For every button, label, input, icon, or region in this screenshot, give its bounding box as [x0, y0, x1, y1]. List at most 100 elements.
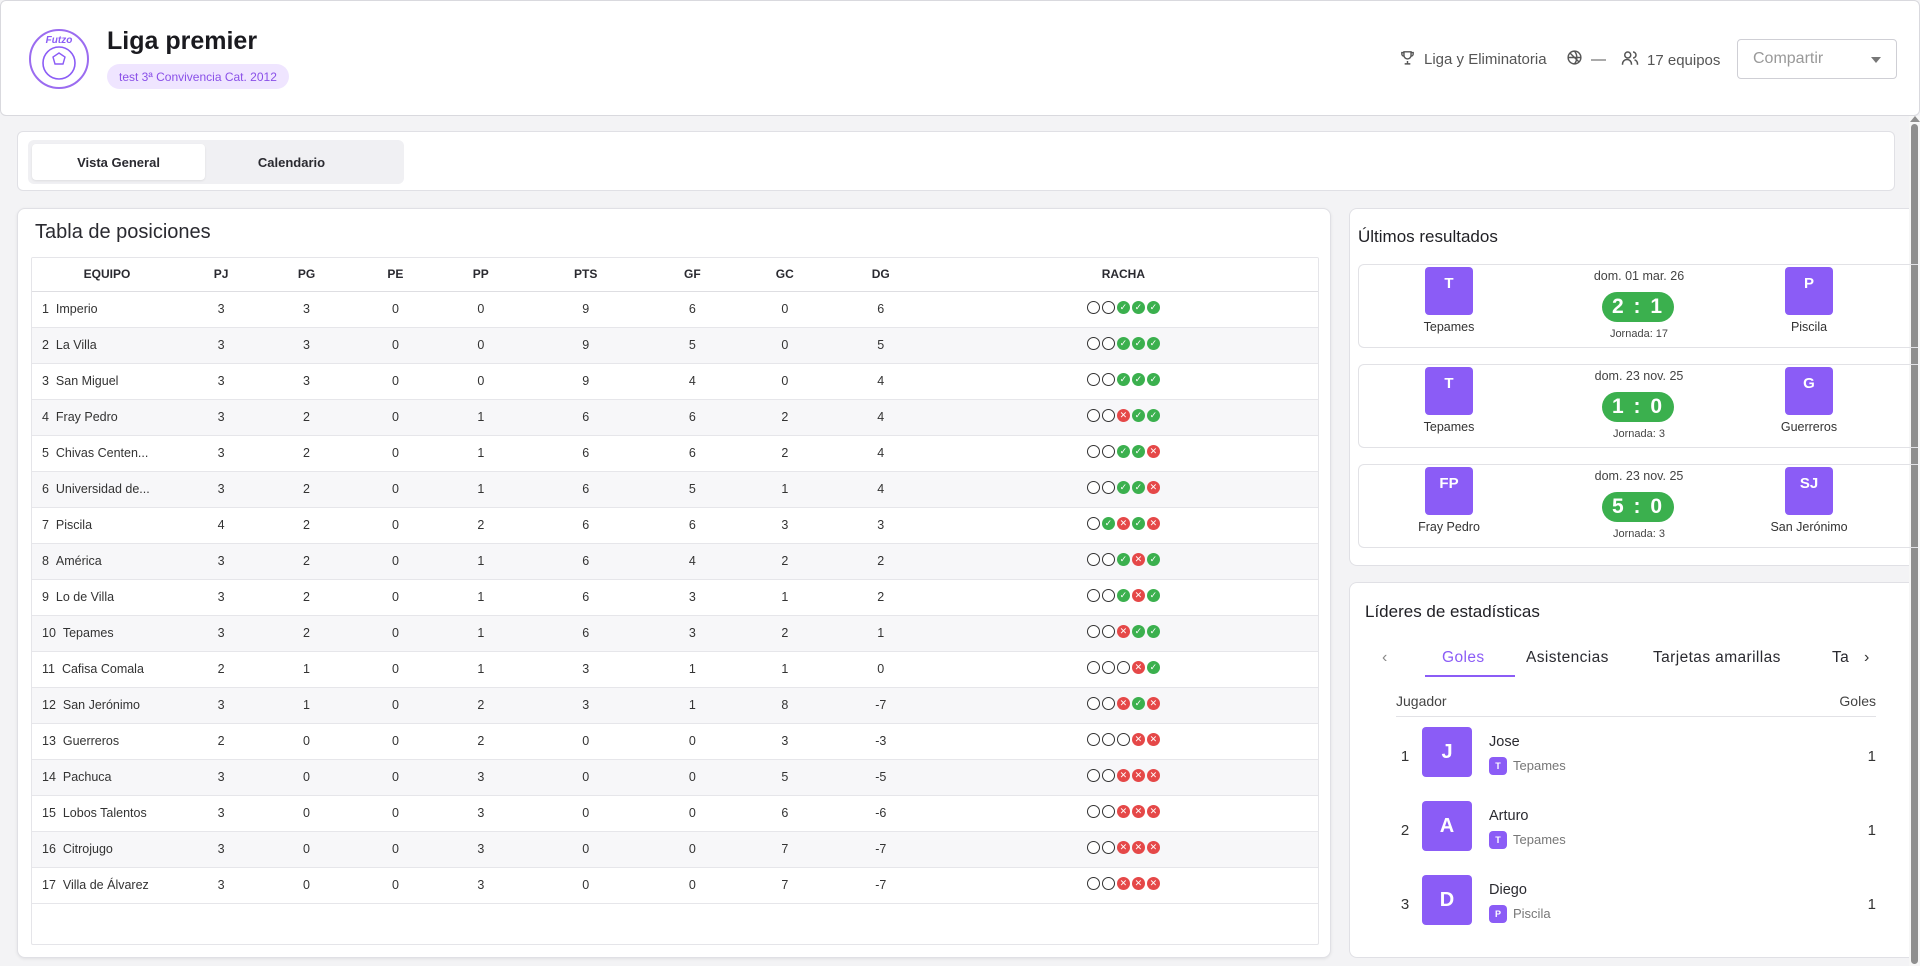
table-row[interactable]: 1 Imperio 3 3 0 0 9 6 0 6 ✓ ✓ ✓	[32, 291, 1318, 328]
tab-tarjetas-amarillas[interactable]: Tarjetas amarillas	[1653, 649, 1781, 666]
leader-rank: 2	[1400, 822, 1410, 839]
tab-goles[interactable]: Goles	[1442, 649, 1485, 666]
tab-truncated[interactable]: Ta	[1832, 649, 1850, 666]
loss-icon: ✕	[1146, 445, 1160, 458]
stat-pj: 3	[182, 867, 261, 904]
match-score: 5 : 0	[1602, 492, 1674, 522]
table-row[interactable]: 13 Guerreros 2 0 0 2 0 0 3 -3 ✕ ✕	[32, 723, 1318, 760]
win-icon: ✓	[1146, 409, 1160, 422]
empty-result-icon	[1101, 301, 1115, 314]
empty-result-icon	[1086, 517, 1100, 530]
stat-gf: 6	[647, 507, 737, 544]
table-row[interactable]: 6 Universidad de... 3 2 0 1 6 5 1 4 ✓ ✓ ✕	[32, 471, 1318, 508]
match-jornada: Jornada: 3	[1613, 428, 1665, 440]
loss-icon: ✕	[1146, 517, 1160, 530]
table-row[interactable]: 17 Villa de Álvarez 3 0 0 3 0 0 7 -7 ✕ ✕ ✕	[32, 867, 1318, 904]
table-row[interactable]: 7 Piscila 4 2 0 2 6 6 3 3 ✓ ✕ ✓ ✕	[32, 507, 1318, 544]
leader-row[interactable]: 2 A Arturo T Tepames 1	[1396, 801, 1876, 867]
table-row[interactable]: 12 San Jerónimo 3 1 0 2 3 1 8 -7 ✕ ✓ ✕	[32, 687, 1318, 724]
share-select[interactable]: Compartir	[1737, 39, 1897, 79]
match-card[interactable]: T Tepames dom. 01 mar. 26 2 : 1 Jornada:…	[1358, 264, 1918, 348]
away-team-name: Piscila	[1790, 320, 1828, 334]
stat-pp: 1	[438, 579, 524, 616]
streak-cell: ✕ ✕ ✕	[928, 831, 1318, 868]
loss-icon: ✕	[1116, 841, 1130, 854]
loss-icon: ✕	[1116, 409, 1130, 422]
stat-pp: 0	[438, 327, 524, 364]
loss-icon: ✕	[1131, 769, 1145, 782]
leaders-header: Jugador Goles	[1396, 693, 1876, 717]
away-team-name: Guerreros	[1780, 420, 1838, 434]
table-row[interactable]: 2 La Villa 3 3 0 0 9 5 0 5 ✓ ✓ ✓	[32, 327, 1318, 364]
stat-pts: 6	[523, 435, 648, 472]
stat-pj: 4	[182, 507, 261, 544]
table-row[interactable]: 3 San Miguel 3 3 0 0 9 4 0 4 ✓ ✓ ✓	[32, 363, 1318, 400]
stat-pj: 3	[182, 543, 261, 580]
stat-pts: 3	[523, 651, 648, 688]
table-row[interactable]: 14 Pachuca 3 0 0 3 0 0 5 -5 ✕ ✕ ✕	[32, 759, 1318, 796]
stat-pj: 3	[182, 327, 261, 364]
col-goles: Goles	[1839, 693, 1876, 709]
table-row[interactable]: 11 Cafisa Comala 2 1 0 1 3 1 1 0 ✕ ✓	[32, 651, 1318, 688]
stat-dg: -7	[832, 687, 929, 724]
scroll-up-arrow-icon[interactable]	[1910, 116, 1920, 122]
empty-result-icon	[1086, 337, 1100, 350]
table-row[interactable]: 15 Lobos Talentos 3 0 0 3 0 0 6 -6 ✕ ✕ ✕	[32, 795, 1318, 832]
streak: ✕ ✕ ✕	[1086, 841, 1160, 854]
stat-gc: 0	[736, 363, 833, 400]
stat-pj: 3	[182, 579, 261, 616]
empty-result-icon	[1101, 337, 1115, 350]
teams-count: 17 equipos	[1647, 51, 1721, 69]
win-icon: ✓	[1131, 697, 1145, 710]
win-icon: ✓	[1131, 337, 1145, 350]
stat-gf: 0	[647, 759, 737, 796]
leader-row[interactable]: 3 D Diego P Piscila 1	[1396, 875, 1876, 941]
match-card[interactable]: FP Fray Pedro dom. 23 nov. 25 5 : 0 Jorn…	[1358, 464, 1918, 548]
table-row[interactable]: 8 América 3 2 0 1 6 4 2 2 ✓ ✕ ✓	[32, 543, 1318, 580]
streak: ✓ ✕ ✓	[1086, 589, 1160, 602]
streak-cell: ✕ ✓ ✕	[928, 687, 1318, 724]
empty-result-icon	[1086, 841, 1100, 854]
team-name: La Villa	[55, 338, 97, 352]
win-icon: ✓	[1131, 373, 1145, 386]
team-cell: 11 Cafisa Comala	[32, 651, 182, 688]
chevron-right-icon[interactable]: ›	[1864, 649, 1870, 666]
streak: ✕ ✓ ✓	[1086, 409, 1160, 422]
stat-pe: 0	[352, 795, 439, 832]
win-icon: ✓	[1146, 373, 1160, 386]
chevron-left-icon[interactable]: ‹	[1382, 649, 1388, 666]
team-name: Lo de Villa	[55, 590, 115, 604]
stat-pp: 1	[438, 399, 524, 436]
table-row[interactable]: 4 Fray Pedro 3 2 0 1 6 6 2 4 ✕ ✓ ✓	[32, 399, 1318, 436]
win-icon: ✓	[1131, 481, 1145, 494]
stat-dg: 1	[832, 615, 929, 652]
player-goals: 1	[1867, 822, 1876, 839]
leader-row[interactable]: 1 J Jose T Tepames 1	[1396, 727, 1876, 793]
team-name: Tepames	[62, 626, 114, 640]
tab-vista-general[interactable]: Vista General	[32, 144, 205, 180]
tab-asistencias[interactable]: Asistencias	[1526, 649, 1609, 666]
match-card[interactable]: T Tepames dom. 23 nov. 25 1 : 0 Jornada:…	[1358, 364, 1918, 448]
stat-dg: -6	[832, 795, 929, 832]
loss-icon: ✕	[1131, 805, 1145, 818]
table-row[interactable]: 10 Tepames 3 2 0 1 6 3 2 1 ✕ ✓ ✓	[32, 615, 1318, 652]
team-cell: 14 Pachuca	[32, 759, 182, 796]
table-row[interactable]: 16 Citrojugo 3 0 0 3 0 0 7 -7 ✕ ✕ ✕	[32, 831, 1318, 868]
stat-gc: 1	[736, 579, 833, 616]
stat-pe: 0	[352, 579, 439, 616]
team-position: 13	[42, 734, 56, 748]
player-team: Tepames	[1513, 832, 1566, 847]
win-icon: ✓	[1146, 553, 1160, 566]
team-position: 9	[42, 590, 49, 604]
view-tabs-bar: Vista General Calendario	[17, 131, 1895, 191]
win-icon: ✓	[1116, 445, 1130, 458]
tab-calendario[interactable]: Calendario	[257, 154, 326, 170]
loss-icon: ✕	[1146, 481, 1160, 494]
latest-results-card: Últimos resultados T Tepames dom. 01 mar…	[1349, 208, 1918, 566]
table-row[interactable]: 9 Lo de Villa 3 2 0 1 6 3 1 2 ✓ ✕ ✓	[32, 579, 1318, 616]
stat-dg: 4	[832, 471, 929, 508]
table-row[interactable]: 5 Chivas Centen... 3 2 0 1 6 6 2 4 ✓ ✓ ✕	[32, 435, 1318, 472]
stat-pts: 6	[523, 543, 648, 580]
streak-cell: ✓ ✓ ✓	[928, 363, 1318, 400]
empty-result-icon	[1101, 481, 1115, 494]
